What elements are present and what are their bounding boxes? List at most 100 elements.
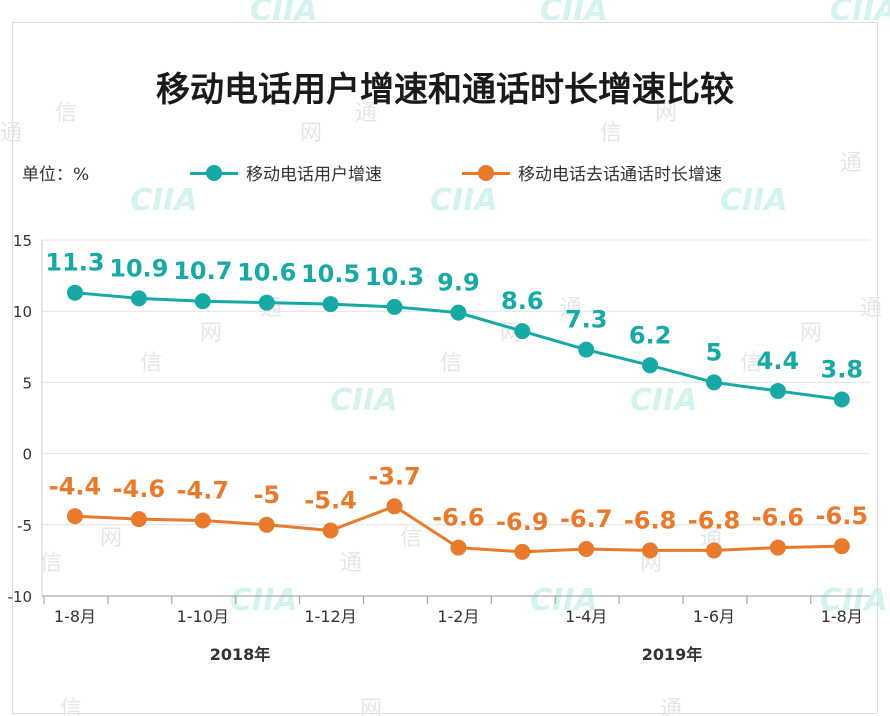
data-point-2	[642, 542, 659, 559]
data-label-2: -4.4	[49, 472, 101, 500]
watermark-char: 信	[60, 697, 82, 716]
watermark-char: 信	[440, 351, 462, 376]
data-label-1: 10.9	[109, 254, 168, 282]
watermark-char: 通	[0, 121, 22, 146]
watermark-char: 通	[840, 151, 862, 176]
data-point-1	[833, 391, 850, 408]
watermark-logo: CIIA	[230, 583, 298, 618]
data-point-1	[258, 294, 275, 311]
data-point-1	[450, 304, 467, 321]
data-point-1	[769, 382, 786, 399]
data-label-1: 8.6	[501, 287, 544, 315]
data-label-2: -6.7	[560, 505, 612, 533]
watermark-logo: CIIA	[820, 583, 888, 618]
data-label-2: -6.6	[752, 504, 804, 532]
data-label-1: 9.9	[437, 269, 480, 297]
y-tick-label: 0	[22, 446, 32, 464]
chart-card	[12, 22, 878, 714]
data-label-2: -4.7	[177, 477, 229, 505]
watermark-logo: CIIA	[830, 0, 890, 28]
data-point-1	[194, 293, 211, 310]
watermark-logo: CIIA	[630, 383, 698, 418]
data-point-2	[833, 538, 850, 555]
data-label-2: -4.6	[113, 475, 165, 503]
y-tick-label: 5	[22, 374, 32, 392]
legend-marker-series1	[190, 163, 238, 183]
x-tick-label: 1-4月	[565, 607, 607, 626]
watermark-char: 网	[100, 526, 122, 551]
watermark-logo: CIIA	[430, 183, 498, 218]
data-point-2	[578, 541, 595, 558]
x-tick-label: 1-12月	[304, 607, 356, 626]
y-tick-label: -10	[8, 588, 33, 606]
legend-label-series2: 移动电话去话通话时长增速	[518, 165, 722, 185]
data-point-1	[386, 298, 403, 315]
x-tick-label: 1-8月	[54, 607, 96, 626]
x-tick-label: 1-2月	[437, 607, 479, 626]
data-point-2	[706, 542, 722, 559]
data-label-1: 3.8	[821, 355, 864, 383]
data-label-1: 10.7	[173, 257, 232, 285]
data-point-2	[130, 511, 147, 528]
data-label-2: -6.9	[496, 508, 548, 536]
data-point-2	[450, 539, 467, 556]
watermark-char: 信	[600, 121, 622, 146]
watermark-char: 网	[640, 551, 662, 576]
watermark-char: 网	[300, 121, 322, 146]
x-tick-label: 1-8月	[821, 607, 863, 626]
x-tick-label: 1-10月	[177, 607, 229, 626]
data-label-1: 6.2	[629, 321, 672, 349]
watermark-char: 网	[200, 321, 222, 346]
x-tick-label: 1-6月	[693, 607, 735, 626]
data-point-2	[67, 508, 83, 525]
data-point-2	[322, 522, 339, 539]
data-label-1: 10.5	[301, 260, 360, 288]
data-point-1	[642, 357, 659, 374]
watermark-char: 通	[355, 101, 377, 126]
data-point-2	[769, 539, 786, 556]
data-point-2	[194, 512, 211, 529]
year-label: 2018年	[210, 645, 271, 664]
legend-item-series2: 移动电话去话通话时长增速	[462, 160, 722, 185]
data-label-2: -6.6	[432, 504, 484, 532]
watermark-char: 通	[660, 697, 682, 716]
watermark-char: 信	[40, 551, 62, 576]
data-point-1	[67, 284, 83, 301]
watermark-char: 信	[740, 351, 762, 376]
data-label-1: 7.3	[565, 306, 608, 334]
data-label-2: -6.5	[816, 502, 868, 530]
watermark-logo: CIIA	[540, 0, 608, 28]
data-point-1	[130, 290, 147, 307]
data-point-2	[258, 516, 275, 533]
data-label-2: -3.7	[368, 462, 420, 490]
data-point-1	[514, 323, 531, 340]
data-point-2	[514, 543, 531, 560]
watermark-char: 信	[140, 351, 162, 376]
legend-label-series1: 移动电话用户增速	[246, 165, 382, 185]
data-point-1	[578, 341, 595, 358]
y-tick-label: 10	[13, 303, 32, 321]
watermark-logo: CIIA	[330, 383, 398, 418]
data-label-2: -5	[253, 481, 280, 509]
watermark-char: 网	[800, 321, 822, 346]
year-label: 2019年	[642, 645, 703, 664]
data-label-2: -6.8	[624, 506, 676, 534]
data-label-1: 4.4	[757, 347, 800, 375]
data-label-1: 11.3	[45, 249, 104, 277]
data-label-2: -6.8	[688, 506, 740, 534]
watermark-char: 通	[860, 296, 882, 321]
watermark-logo: CIIA	[720, 183, 788, 218]
legend-item-series1: 移动电话用户增速	[190, 160, 382, 185]
y-tick-label: -5	[17, 517, 32, 535]
data-label-1: 5	[706, 338, 723, 366]
watermark-logo: CIIA	[530, 583, 598, 618]
data-point-1	[322, 296, 339, 313]
watermark-char: 信	[55, 101, 77, 126]
watermark-logo: CIIA	[130, 183, 198, 218]
data-label-1: 10.6	[237, 259, 296, 287]
watermark-char: 网	[655, 101, 677, 126]
y-tick-label: 15	[13, 232, 32, 250]
watermark-char: 通	[340, 551, 362, 576]
data-point-1	[706, 374, 722, 391]
unit-label: 单位：%	[22, 165, 90, 185]
